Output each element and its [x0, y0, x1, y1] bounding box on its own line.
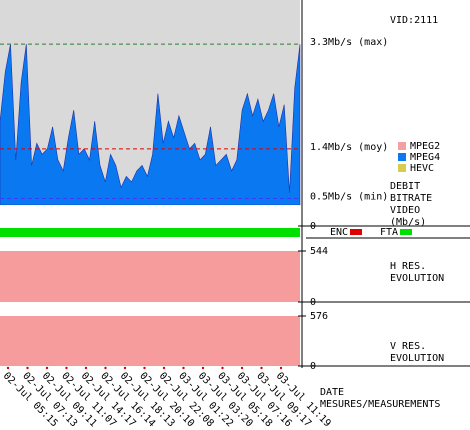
x-tick-dot [260, 366, 263, 370]
fta-bar [0, 228, 300, 237]
x-tick-dot [143, 366, 146, 370]
baseline-band [0, 205, 300, 226]
x-tick-dot [123, 366, 127, 370]
legend-label: MPEG2 [410, 141, 440, 152]
panel-label: V RES. [390, 341, 426, 352]
x-tick-dot [104, 366, 107, 370]
x-tick-dot [279, 366, 283, 370]
x-tick-dot [182, 366, 185, 370]
res-bar [0, 251, 300, 302]
legend-label: MPEG4 [410, 152, 440, 163]
x-tick-dot [162, 366, 166, 370]
indicator-label: FTA [380, 227, 398, 238]
x-tick-dot [84, 366, 88, 370]
indicator-swatch [350, 229, 362, 235]
reference-label: 1.4Mb/s (moy) [310, 142, 388, 153]
y-axis-label: VIDEO [390, 205, 420, 216]
y-axis-label: BITRATE [390, 193, 432, 204]
res-bar [0, 316, 300, 366]
legend-swatch [398, 153, 406, 161]
y-axis-label: DEBIT [390, 181, 420, 192]
x-axis-title: MESURES/MEASUREMENTS [320, 399, 440, 410]
bitrate-area [0, 44, 301, 206]
reference-label: 0.5Mb/s (min) [310, 191, 388, 202]
x-tick-dot [65, 366, 68, 370]
reference-label: 3.3Mb/s (max) [310, 37, 388, 48]
legend-label: HEVC [410, 163, 434, 174]
id-label: VID:2111 [390, 15, 438, 26]
y-axis-label: (Mb/s) [390, 217, 426, 228]
panel-label: EVOLUTION [390, 353, 444, 364]
panel-label: H RES. [390, 261, 426, 272]
x-tick-dot [201, 366, 205, 370]
indicator-swatch [400, 229, 412, 235]
x-axis-title: DATE [320, 387, 344, 398]
y-tick-label: 576 [310, 311, 328, 322]
x-tick-dot [221, 366, 224, 370]
legend-swatch [398, 142, 406, 150]
x-tick-dot [26, 366, 29, 370]
panel-label: EVOLUTION [390, 273, 444, 284]
x-tick-dot [45, 366, 49, 370]
legend-swatch [398, 164, 406, 172]
y-tick-label: 544 [310, 246, 328, 257]
x-tick-dot [6, 366, 10, 370]
indicator-label: ENC [330, 227, 348, 238]
x-tick-dot [240, 366, 244, 370]
